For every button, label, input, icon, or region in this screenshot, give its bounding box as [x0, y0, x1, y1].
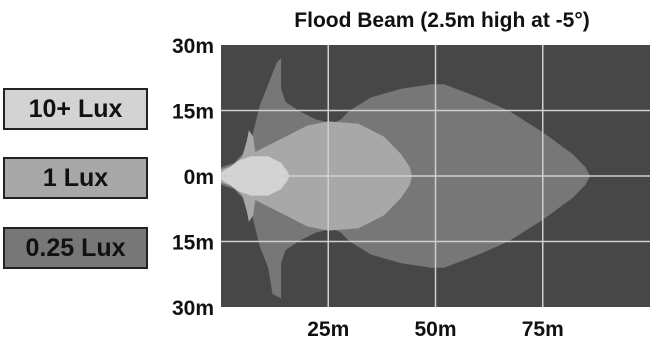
- legend-item: 10+ Lux: [3, 88, 148, 130]
- legend-label: 0.25 Lux: [25, 234, 125, 262]
- x-tick-label: 50m: [414, 318, 456, 341]
- y-tick-label: 30m: [172, 297, 214, 320]
- legend-label: 10+ Lux: [29, 95, 123, 123]
- legend-label: 1 Lux: [43, 164, 108, 192]
- x-tick-label: 25m: [307, 318, 349, 341]
- x-tick-label: 75m: [522, 318, 564, 341]
- legend-swatch: [3, 157, 148, 199]
- legend-item: 0.25 Lux: [3, 227, 148, 269]
- chart-title: Flood Beam (2.5m high at -5°): [294, 9, 589, 32]
- x-axis: 25m 50m 75m: [307, 318, 564, 341]
- legend-swatch: [3, 88, 148, 130]
- y-tick-label: 15m: [172, 101, 214, 124]
- legend-swatch: [3, 227, 148, 269]
- y-axis: 30m 15m 0m 15m 30m: [172, 35, 214, 320]
- legend-item: 1 Lux: [3, 157, 148, 199]
- y-tick-label: 0m: [184, 166, 214, 189]
- legend: 10+ Lux 1 Lux 0.25 Lux: [3, 88, 148, 269]
- grid-layer: [221, 45, 650, 307]
- y-tick-label: 30m: [172, 35, 214, 58]
- y-tick-label: 15m: [172, 232, 214, 255]
